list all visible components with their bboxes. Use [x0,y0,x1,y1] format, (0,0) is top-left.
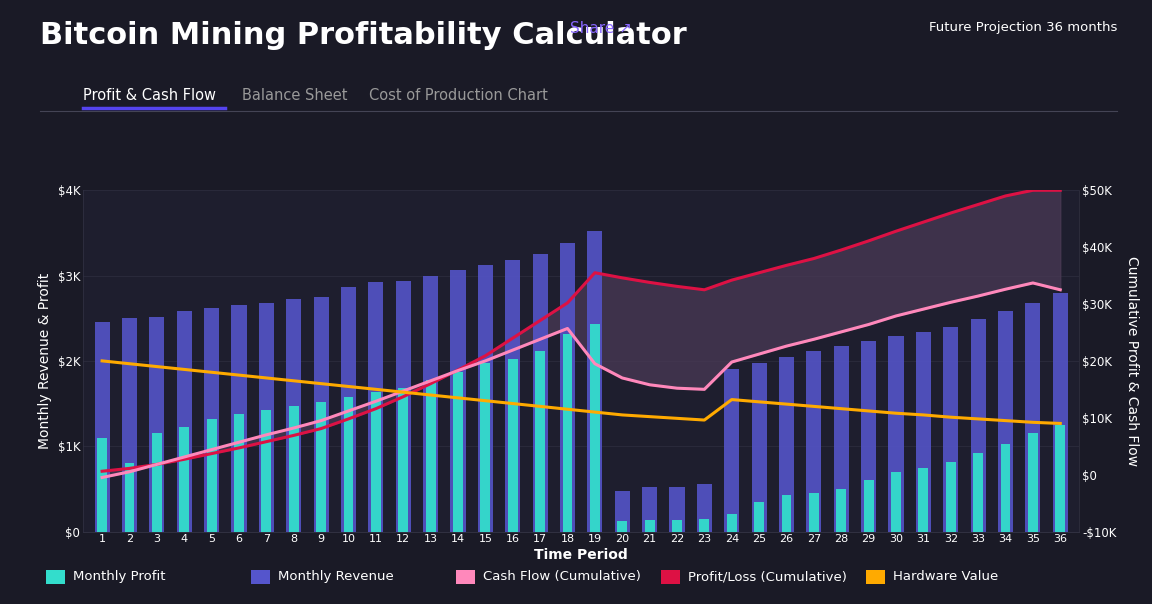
Bar [286,300,302,532]
Bar [697,484,712,532]
Bar [259,303,274,532]
X-axis label: Time Period: Time Period [535,548,628,562]
Bar [699,519,710,532]
Bar [946,461,956,532]
Bar [806,351,821,532]
Bar [180,428,189,532]
Bar [973,453,983,532]
Bar [642,487,657,532]
Bar [289,406,298,532]
Bar [97,438,107,532]
Bar [396,281,411,532]
Bar [234,414,244,532]
Text: Bitcoin Mining Profitability Calculator: Bitcoin Mining Profitability Calculator [40,21,687,50]
Bar [892,472,901,532]
Bar [508,359,517,532]
Bar [1053,294,1068,532]
Bar [176,312,191,532]
Bar [755,502,764,532]
Bar [615,490,630,532]
Bar [590,324,600,532]
Text: Profit & Cash Flow: Profit & Cash Flow [83,88,215,103]
Bar [94,323,109,532]
Y-axis label: Monthly Revenue & Profit: Monthly Revenue & Profit [38,273,52,449]
Bar [672,521,682,532]
Bar [588,231,602,532]
Bar [1055,425,1066,532]
Bar [506,260,521,532]
Bar [779,356,794,532]
Bar [916,332,931,532]
Bar [536,351,545,532]
Bar [562,333,573,532]
Text: Profit/Loss (Cumulative): Profit/Loss (Cumulative) [688,570,847,583]
Bar [617,521,627,532]
Bar [316,402,326,532]
Bar [450,271,465,532]
Bar [399,388,408,532]
Bar [669,487,684,532]
Bar [532,254,547,532]
Bar [971,319,986,532]
Text: Share ↗: Share ↗ [570,21,632,36]
Bar [232,306,247,532]
Bar [206,419,217,532]
Bar [751,364,766,532]
Bar [1028,434,1038,532]
Bar [343,397,354,532]
Bar [918,467,929,532]
Bar [478,265,493,532]
Bar [426,380,435,532]
Text: Future Projection 36 months: Future Projection 36 months [929,21,1117,34]
Bar [645,521,654,532]
Bar [122,318,137,532]
Bar [943,327,958,532]
Bar [341,287,356,532]
Bar [1001,444,1010,532]
Bar [888,336,903,532]
Bar [836,489,847,532]
Bar [369,283,384,532]
Bar [809,493,819,532]
Bar [262,410,271,532]
Text: Cost of Production Chart: Cost of Production Chart [369,88,547,103]
Text: Hardware Value: Hardware Value [893,570,998,583]
Bar [371,393,381,532]
Bar [725,370,740,532]
Bar [727,515,736,532]
Bar [423,275,438,532]
Bar [150,316,165,532]
Text: Cash Flow (Cumulative): Cash Flow (Cumulative) [483,570,641,583]
Bar [560,243,575,532]
Bar [313,297,328,532]
Bar [204,308,219,532]
Text: Balance Sheet: Balance Sheet [242,88,348,103]
Bar [781,495,791,532]
Bar [834,346,849,532]
Y-axis label: Cumulative Profit & Cash Flow: Cumulative Profit & Cash Flow [1124,256,1139,466]
Bar [152,434,161,532]
Bar [124,463,135,532]
Bar [453,372,463,532]
Bar [998,312,1013,532]
Bar [864,480,873,532]
Text: Monthly Profit: Monthly Profit [73,570,165,583]
Text: Monthly Revenue: Monthly Revenue [278,570,393,583]
Bar [1025,303,1040,532]
Bar [480,364,491,532]
Bar [861,341,877,532]
